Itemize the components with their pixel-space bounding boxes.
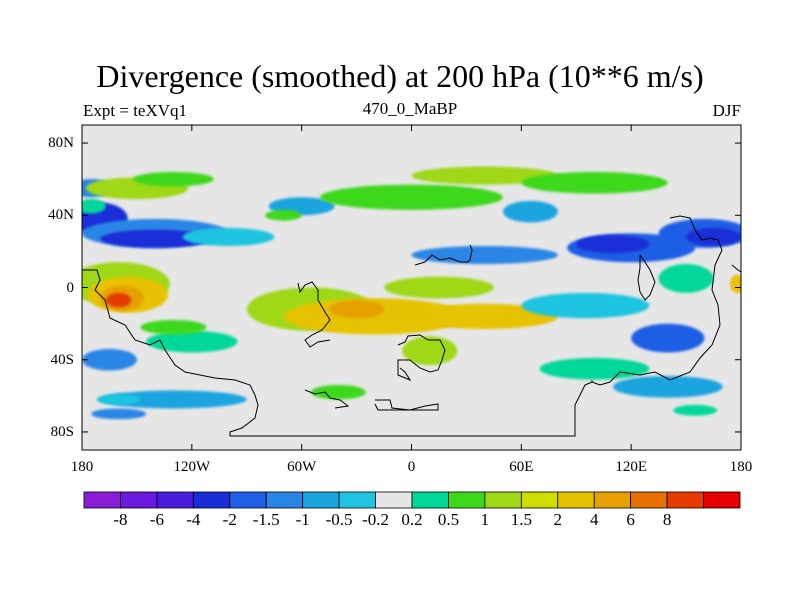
field-region-41: [96, 394, 141, 405]
lat-label: 80N: [48, 135, 74, 152]
colorbar-swatch: [448, 491, 486, 509]
colorbar-label: 2: [553, 510, 563, 529]
colorbar-swatch: [630, 491, 668, 509]
chart-title: Divergence (smoothed) at 200 hPa (10**6 …: [96, 58, 704, 94]
coastline-eurasia: [414, 244, 473, 266]
field-region-40: [612, 375, 723, 398]
field-region-15: [283, 298, 467, 335]
field-region-7: [182, 227, 275, 246]
field-region-38: [521, 292, 650, 319]
coastline-central-america: [297, 281, 331, 348]
colorbar-swatch: [120, 491, 158, 509]
field-region-16: [329, 300, 385, 319]
field-region-27: [319, 184, 504, 210]
colorbar-label: -1: [295, 510, 310, 529]
field-region-37: [631, 323, 705, 353]
lon-label: 0: [407, 459, 416, 475]
colorbar-swatch: [156, 491, 194, 509]
coastline-south-atlantic: [374, 399, 439, 411]
lat-label: 40N: [48, 207, 74, 224]
colorbar-label: -0.5: [325, 510, 353, 529]
colorbar-swatch: [557, 491, 595, 509]
colorbar-label: 0.5: [437, 510, 460, 529]
lon-label: 120W: [173, 459, 211, 475]
field-region-18: [384, 276, 494, 299]
field-region-19: [146, 330, 238, 353]
colorbar-label: 6: [626, 510, 635, 529]
colorbar-label: -0.2: [362, 510, 389, 529]
field-region-28: [411, 166, 558, 185]
colorbar-swatch: [192, 491, 231, 509]
coastline-drake: [304, 389, 350, 409]
field-region-35: [658, 264, 714, 293]
field-region-23: [91, 408, 147, 420]
coastline-south-america: [82, 269, 259, 436]
colorbar-label: -2: [222, 510, 237, 529]
coastline-antarctica: [230, 380, 593, 437]
season-label: DJF: [712, 101, 741, 120]
lat-label: 0: [66, 279, 75, 296]
field-region-42: [673, 404, 718, 416]
field-region-31: [576, 235, 650, 254]
colorbar-swatch: [703, 491, 741, 509]
colorbar-label: 1.5: [510, 510, 532, 529]
colorbar-label: 1: [480, 510, 490, 529]
field-region-34: [411, 245, 558, 265]
colorbar-swatch: [265, 491, 304, 509]
field-region-33: [686, 227, 741, 246]
field-region-3: [133, 171, 214, 187]
subtitle: 470_0_MaBP: [362, 99, 458, 118]
colorbar: [83, 491, 741, 509]
field-region-21: [82, 348, 137, 371]
field-region-24: [402, 336, 458, 366]
field-region-17: [411, 303, 558, 330]
colorbar-swatch: [83, 491, 121, 509]
divergence-field: [82, 166, 741, 420]
field-region-36: [730, 274, 741, 293]
coastlines: [82, 215, 741, 437]
lat-label: 40S: [50, 351, 74, 368]
field-region-26: [503, 200, 558, 223]
colorbar-swatch: [302, 491, 340, 509]
colorbar-swatch: [411, 491, 449, 509]
colorbar-swatch: [375, 491, 413, 509]
field-region-29: [521, 171, 668, 194]
coastline-pacific-islands: [731, 264, 741, 273]
colorbar-label: 4: [589, 510, 599, 529]
lat-label: 80S: [50, 423, 74, 440]
colorbar-swatch: [666, 491, 704, 509]
lon-label: 60W: [287, 459, 317, 475]
lon-label: 120E: [615, 459, 647, 475]
lon-label: 180: [729, 459, 753, 475]
field-region-4: [82, 199, 106, 214]
colorbar-label: -4: [186, 510, 201, 529]
field-region-22: [100, 390, 247, 409]
field-region-9: [265, 209, 302, 221]
colorbar-label: -6: [149, 510, 164, 529]
lon-label: 180: [70, 459, 94, 475]
colorbar-swatch: [520, 491, 559, 509]
coastline-africa: [397, 334, 446, 382]
colorbar-label: 0.2: [401, 510, 423, 529]
lon-label: 60E: [509, 459, 534, 475]
colorbar-label: -8: [113, 510, 128, 529]
colorbar-swatch: [593, 491, 632, 509]
colorbar-label: -1.5: [252, 510, 280, 529]
axis-ticks: [81, 125, 742, 450]
coastline-australia: [637, 254, 656, 301]
coastline-north-america: [591, 215, 723, 386]
field-region-6: [100, 229, 211, 248]
colorbar-swatch: [484, 491, 522, 509]
colorbar-swatch: [338, 491, 376, 509]
colorbar-swatch: [229, 491, 267, 509]
field-region-13: [105, 292, 132, 308]
colorbar-label: 8: [662, 510, 672, 529]
field-region-20: [140, 320, 207, 335]
field-region-25: [310, 385, 366, 400]
field-region-39: [539, 357, 650, 380]
experiment-label: Expt = teXVq1: [83, 101, 188, 120]
